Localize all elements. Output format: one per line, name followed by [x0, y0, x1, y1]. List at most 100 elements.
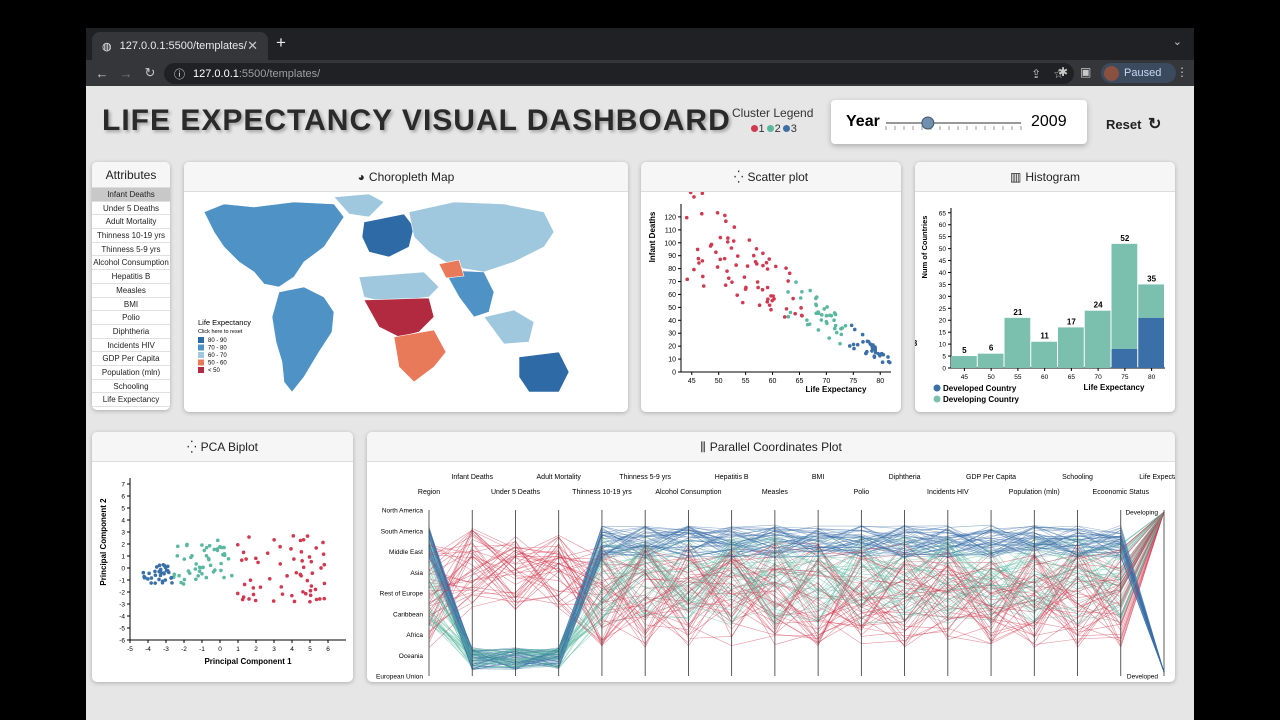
pcp-axis-label: Schooling: [1062, 474, 1093, 481]
map-region: [333, 193, 385, 218]
share-icon[interactable]: ⇪: [1031, 66, 1042, 81]
y-tick-label: 20: [939, 318, 947, 325]
pca-point: [242, 582, 247, 587]
cluster-label-2: 2: [774, 123, 781, 135]
histogram-bar-developing: [1138, 284, 1164, 318]
y-tick-label: 50: [939, 246, 947, 253]
pcp-line: [428, 511, 1165, 645]
histogram-panel: ▥ Histogram 45 50 55 60 65 70 75 80 0 5 10 15 20 25 30 3…: [915, 162, 1175, 412]
scatter-point: [757, 303, 762, 308]
pca-point: [292, 557, 296, 561]
attribute-item[interactable]: Thinness 10-19 yrs: [92, 229, 170, 243]
scatter-point: [873, 350, 878, 355]
attribute-item[interactable]: BMI: [92, 298, 170, 312]
attribute-item[interactable]: Measles: [92, 284, 170, 298]
scatter-point: [816, 311, 821, 316]
info-icon[interactable]: ⓘ: [174, 68, 185, 81]
pca-point: [147, 571, 151, 576]
attributes-panel: Attributes Infant Deaths Under 5 Deaths Ad…: [92, 162, 170, 410]
histogram-bar-developing: [1084, 310, 1111, 368]
pcp-line: [428, 511, 1165, 665]
reset-button[interactable]: Reset ↻: [1106, 114, 1161, 134]
scatter-point: [839, 332, 844, 337]
browser-tab[interactable]: ◍ 127.0.0.1:5500/templates/ ✕: [92, 32, 268, 60]
back-button[interactable]: ←: [95, 65, 109, 81]
histogram-bar-developing: [977, 353, 1004, 368]
x-tick-label: 50: [715, 378, 723, 385]
scatter-chart[interactable]: 45 50 55 60 65 70 75 80 0 10 20 30 40 50 60 70 80 90 100 11…: [641, 184, 901, 412]
attribute-item[interactable]: Thinness 5-9 yrs: [92, 243, 170, 257]
address-bar[interactable]: ⓘ 127.0.0.1 :5500/templates/ ⇪ ☆: [164, 63, 1074, 84]
pcp-axis-label: Region: [418, 489, 440, 496]
new-tab-button[interactable]: +: [276, 33, 286, 52]
pca-chart[interactable]: -5 -4 -3 -2 -1 0 1 2 3 4 5 6-6-5-4-3-2-101234567Pri…: [92, 462, 353, 682]
x-tick-label: 65: [1068, 374, 1076, 381]
attribute-item[interactable]: Adult Mortality: [92, 215, 170, 230]
scatter-point: [794, 280, 798, 284]
choropleth-map[interactable]: Life Expectancy Click here to reset 80 - 9…: [184, 192, 628, 412]
scatter-point: [784, 266, 788, 270]
scatter-point: [886, 355, 890, 359]
scatter-point: [832, 311, 837, 315]
histogram-chart[interactable]: 45 50 55 60 65 70 75 80051015202530354045505560…: [915, 192, 1175, 412]
pca-point: [244, 557, 248, 561]
chevron-down-icon[interactable]: ⌄: [1172, 36, 1182, 48]
attribute-item[interactable]: Alcohol Consumption: [92, 256, 170, 271]
forward-button[interactable]: →: [119, 65, 133, 81]
attribute-item[interactable]: Incidents HIV: [92, 339, 170, 353]
pcp-line: [428, 511, 1165, 649]
pca-point: [303, 591, 308, 596]
scatter-point: [786, 279, 790, 283]
histogram-bar-developing: [1004, 317, 1031, 368]
sidebar-icon[interactable]: ▣: [1080, 65, 1092, 79]
scatter-point: [822, 307, 827, 311]
attribute-item[interactable]: Diphtheria: [92, 325, 170, 339]
pca-point: [204, 553, 209, 558]
scatter-point: [723, 283, 728, 287]
scatter-panel: ⁛ Scatter plot 45 50 55 60 65 70 75 80 0 10 20 30 40 5…: [641, 162, 901, 412]
attribute-item[interactable]: Schooling: [92, 380, 170, 394]
scatter-point: [765, 285, 770, 290]
pca-point: [146, 577, 150, 581]
cluster-legend-title: Cluster Legend: [732, 106, 814, 120]
pcp-line: [428, 511, 1165, 668]
scatter-point: [825, 321, 829, 326]
reload-button[interactable]: ↻: [144, 65, 156, 80]
attribute-item[interactable]: Under 5 Deaths: [92, 202, 170, 216]
x-tick-label: 1: [236, 646, 240, 653]
attribute-item[interactable]: Hepatitis B: [92, 270, 170, 284]
pcp-axis-label: Population (mln): [1009, 489, 1060, 496]
map-region: [408, 201, 555, 273]
attribute-item[interactable]: Population (mln): [92, 366, 170, 380]
attribute-item[interactable]: Life Expectancy: [92, 393, 170, 407]
pca-point: [321, 540, 325, 545]
profile-button[interactable]: Paused: [1101, 63, 1176, 83]
pca-point: [219, 561, 223, 566]
year-slider[interactable]: [881, 110, 1026, 136]
pca-point: [200, 543, 204, 547]
pca-point: [299, 550, 304, 554]
scatter-point: [787, 271, 792, 276]
attribute-item[interactable]: Infant Deaths: [92, 188, 170, 202]
extensions-icon[interactable]: ✱: [1058, 65, 1069, 79]
pca-point: [154, 565, 159, 569]
parallel-coordinates-chart[interactable]: Region Infant Deaths Under 5 Deaths Adult M…: [367, 462, 1175, 682]
pca-point: [280, 592, 285, 596]
scatter-point: [701, 284, 706, 288]
pcp-region-tick: Rest of Europe: [380, 591, 424, 598]
attribute-item[interactable]: GDP Per Capita: [92, 352, 170, 366]
pcp-axis-label: Infant Deaths: [451, 474, 493, 481]
kebab-menu-icon[interactable]: ⋮: [1176, 65, 1188, 79]
close-tab-icon[interactable]: ✕: [247, 38, 258, 53]
pcp-line: [428, 511, 1165, 647]
pcp-region-tick: Oceania: [399, 653, 424, 660]
attribute-item[interactable]: Polio: [92, 311, 170, 325]
tab-title: 127.0.0.1:5500/templates/: [119, 40, 247, 52]
scatter-point: [764, 260, 769, 265]
scatter-point: [700, 259, 705, 263]
histogram-bar-label: 11: [1040, 332, 1049, 341]
y-axis-label: Num of Countries: [920, 216, 929, 279]
bookmark-star-icon[interactable]: ☆: [1053, 66, 1064, 81]
y-tick-label: -4: [119, 614, 125, 621]
